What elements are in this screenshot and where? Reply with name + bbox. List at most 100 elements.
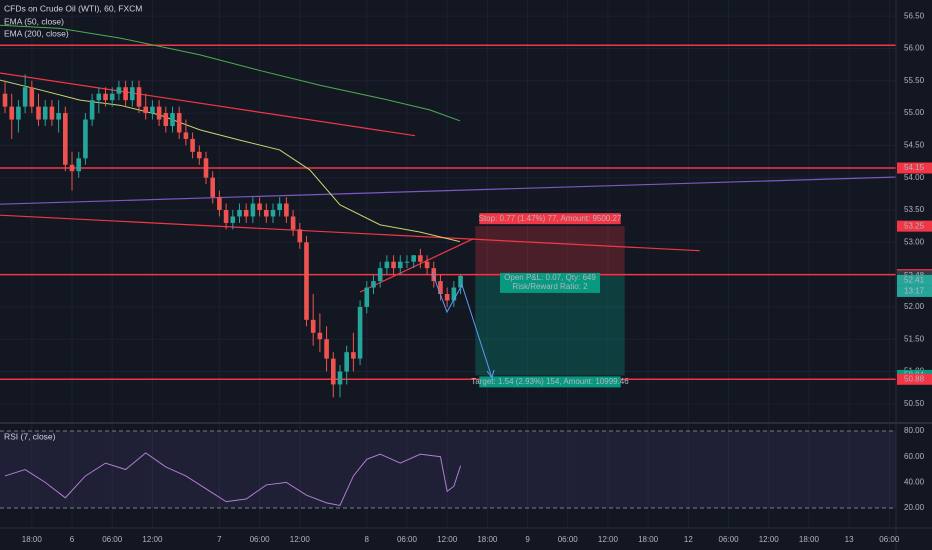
ema-line	[0, 79, 461, 243]
candle-body	[136, 87, 142, 107]
x-tick-label: 12:00	[142, 535, 163, 544]
candle-body	[357, 306, 363, 359]
candle-body	[297, 229, 303, 243]
stop-label: Stop: 0.77 (1.47%) 77, Amount: 9500.27	[479, 214, 622, 223]
candle-body	[63, 113, 68, 165]
candle-body	[176, 113, 182, 133]
candle-body	[270, 210, 276, 217]
rsi-tick-label: 80.00	[904, 426, 925, 435]
stop-zone	[475, 226, 625, 276]
x-tick-label: 06:00	[102, 535, 123, 544]
candle-body	[217, 197, 222, 210]
candle-body	[377, 268, 383, 282]
candle-body	[89, 100, 95, 120]
candle-body	[69, 164, 75, 172]
candle-body	[451, 287, 457, 301]
price-badge-label: 52.41	[904, 276, 925, 285]
rsi-tick-label: 60.00	[904, 452, 925, 461]
candle-body	[237, 210, 242, 217]
candle-body	[411, 255, 416, 262]
price-badge	[897, 274, 932, 286]
candle-body	[130, 87, 135, 101]
candle-body	[284, 203, 289, 217]
candle-body	[2, 93, 8, 107]
forecast-arrow	[431, 271, 493, 379]
candle-body	[96, 93, 102, 101]
candle-body	[337, 371, 343, 385]
candle-body	[143, 106, 149, 114]
candle-body	[190, 138, 195, 152]
candle-body	[444, 294, 450, 301]
candle-body	[16, 106, 21, 120]
candle-body	[183, 132, 189, 139]
x-tick-label: 12	[684, 535, 693, 544]
x-tick-label: 12:00	[759, 535, 780, 544]
indicator-label: EMA (200, close)	[4, 28, 69, 38]
axes: 18:00 6 06:00 12:00 7 06:00 12:00 8 06:00 12:00 18…	[22, 11, 932, 544]
y-tick-label: 56.50	[904, 11, 925, 20]
candle-body	[76, 158, 82, 172]
price-badge	[897, 373, 932, 385]
candle-body	[404, 261, 410, 263]
x-tick-label: 06:00	[397, 535, 418, 544]
candle-body	[371, 281, 376, 288]
candle-body	[116, 87, 122, 94]
candle-body	[290, 216, 296, 230]
candle-body	[384, 261, 390, 269]
candle-body	[196, 151, 202, 159]
pnl-label: Open P&L: 0.07, Qty: 649	[504, 273, 596, 282]
rsi-band	[0, 431, 896, 509]
plot: Stop: 0.77 (1.47%) 77, Amount: 9500.27 Op…	[0, 24, 897, 509]
y-tick-label: 54.50	[904, 140, 925, 149]
y-tick-label: 52.00	[904, 302, 925, 311]
price-badge	[897, 220, 932, 232]
candle-body	[330, 358, 336, 385]
x-tick-label: 06:00	[250, 535, 271, 544]
candle-body	[123, 87, 128, 101]
candle-body	[317, 332, 323, 340]
countdown: 13:17	[904, 287, 925, 296]
rr-label: Risk/Reward Ratio: 2	[512, 282, 588, 291]
candle-body	[418, 255, 423, 262]
trend-line	[359, 237, 475, 293]
target-label-bg	[479, 376, 621, 388]
ema-line	[0, 24, 461, 122]
candle-body	[431, 268, 437, 282]
price-badge-label: 54.15	[904, 163, 925, 172]
x-tick-label: 8	[365, 535, 370, 544]
candle-body	[230, 216, 236, 223]
arrow-head	[486, 369, 495, 380]
candle-body	[83, 119, 88, 159]
candle-body	[304, 242, 309, 320]
x-tick-label: 12:00	[598, 535, 619, 544]
x-tick-label: 18:00	[638, 535, 659, 544]
y-tick-label: 55.00	[904, 108, 925, 117]
candle-body	[458, 275, 463, 288]
candle-body	[109, 93, 115, 101]
candle-body	[210, 177, 215, 198]
indicator-label: EMA (50, close)	[4, 16, 64, 26]
candle-body	[324, 339, 329, 359]
candle-body	[22, 87, 28, 107]
candle-body	[391, 261, 396, 269]
candle-body	[103, 93, 108, 101]
x-tick-label: 06:00	[719, 535, 740, 544]
x-tick-label: 12:00	[437, 535, 458, 544]
candle-body	[250, 203, 256, 217]
candle-body	[351, 352, 356, 359]
rsi-line	[4, 452, 462, 507]
candle-body	[438, 281, 443, 294]
x-tick-label: 6	[70, 535, 75, 544]
symbol-title: CFDs on Crude Oil (WTI), 60, FXCM	[4, 3, 142, 13]
x-tick-label: 13	[845, 535, 854, 544]
candle-body	[150, 106, 155, 114]
target-label: Target: 1.54 (2.93%) 154, Amount: 10999.…	[471, 377, 629, 386]
x-tick-label: 7	[217, 535, 222, 544]
candle-body	[36, 106, 41, 120]
candle-body	[310, 319, 316, 333]
candle-body	[156, 106, 162, 120]
candle-body	[42, 106, 48, 120]
price-badge	[897, 162, 932, 174]
x-tick-label: 06:00	[558, 535, 579, 544]
